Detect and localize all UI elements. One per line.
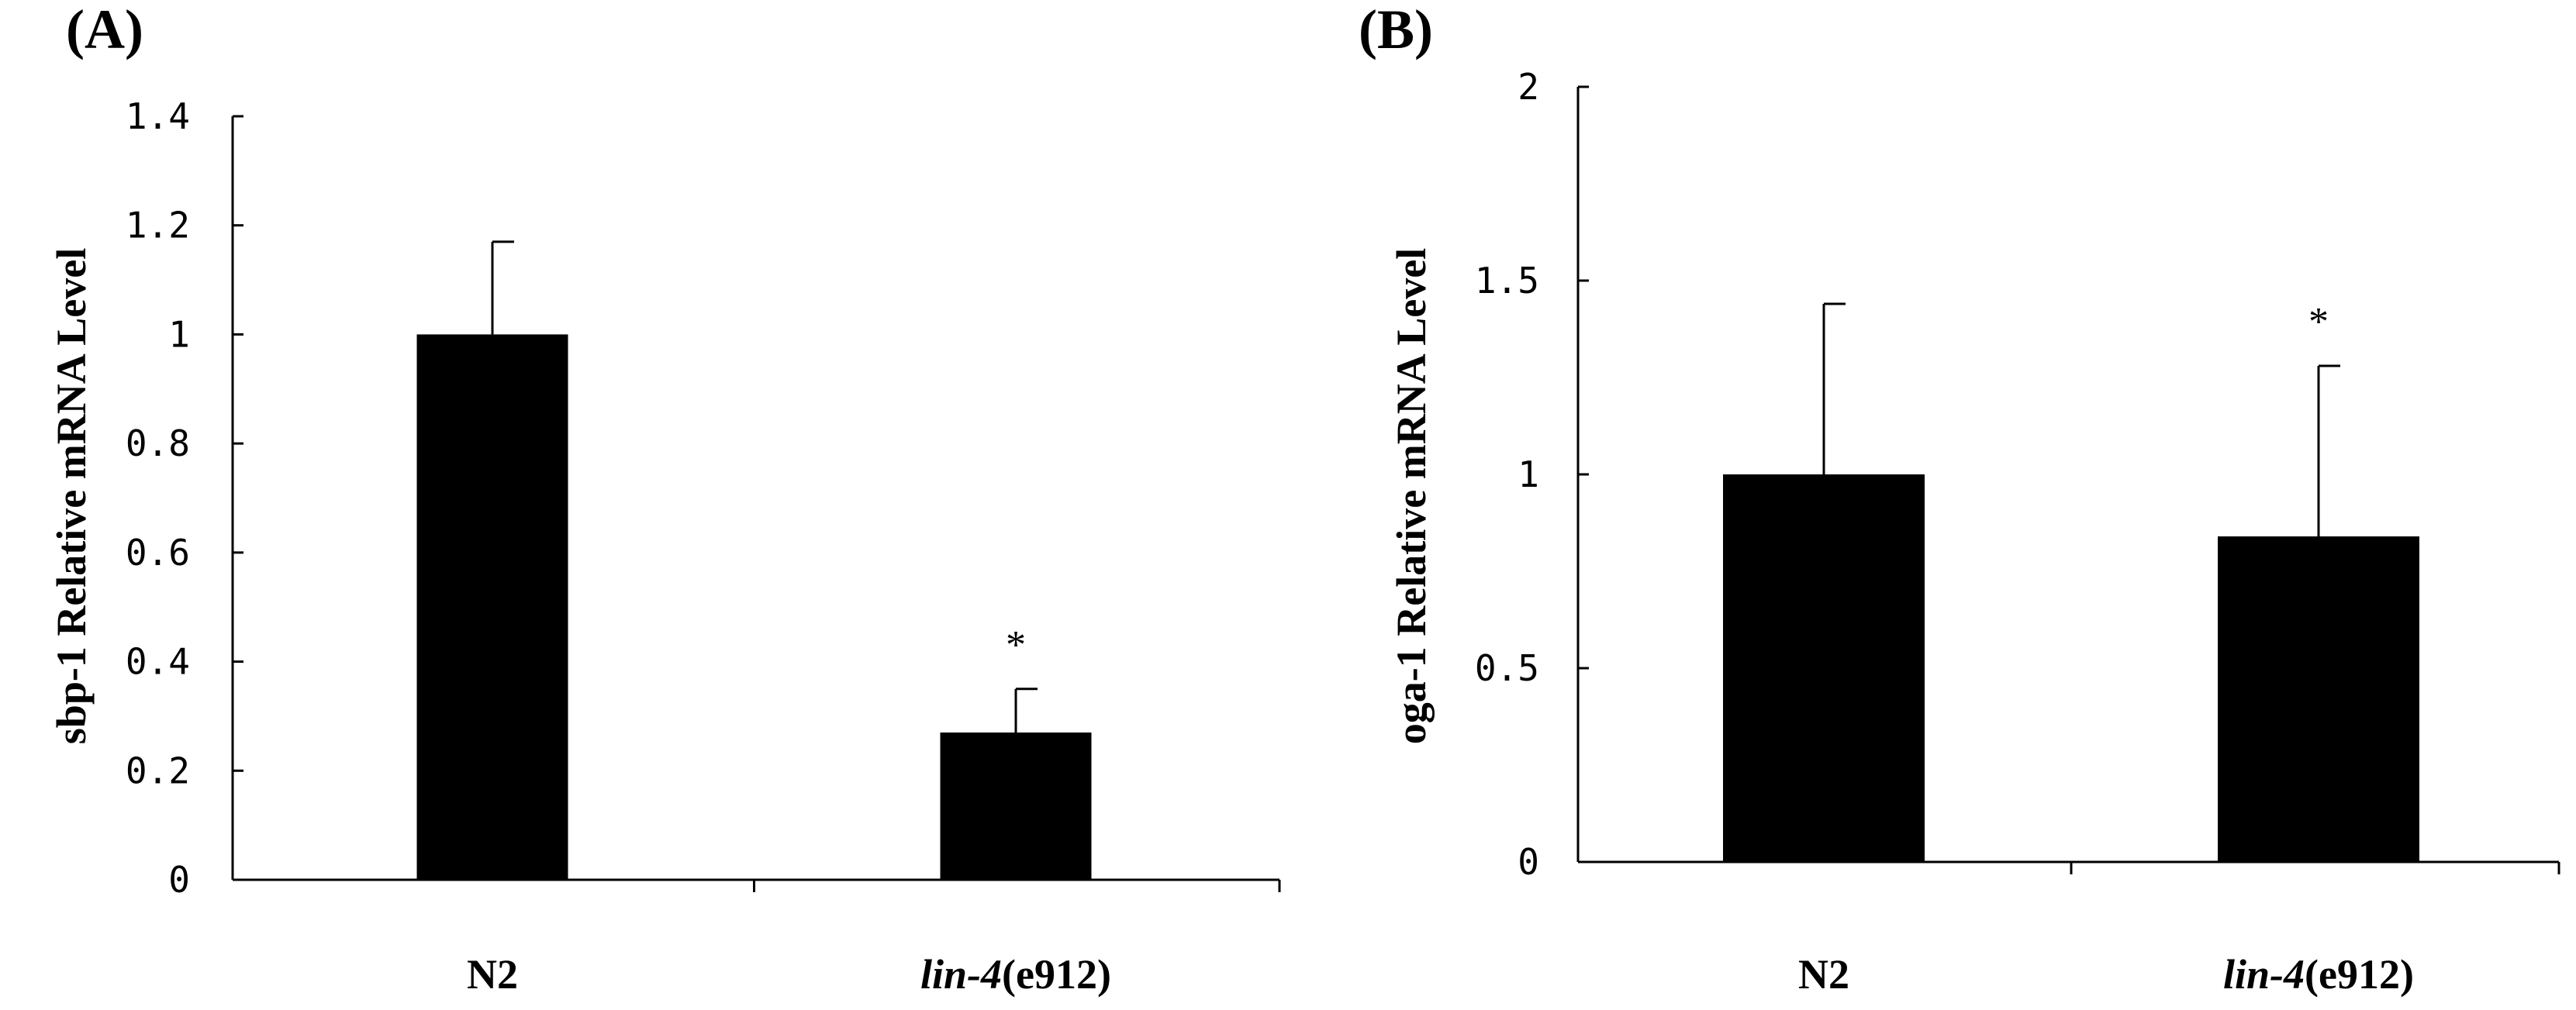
y-tick-label: 0.8 <box>126 422 190 464</box>
category-label: lin-4(e912) <box>920 951 1111 998</box>
panel-b-chart: (B) oga-1 Relative mRNA Level 0 0.5 1 1.5 2 N2 *… <box>1359 0 2560 998</box>
y-tick-label: 1.4 <box>126 95 190 137</box>
category-label: N2 <box>467 951 518 998</box>
y-tick-label: 0.4 <box>126 641 190 683</box>
y-tick-label: 2 <box>1518 66 1539 108</box>
y-tick-label: 0.6 <box>126 532 190 574</box>
bar <box>416 334 568 880</box>
y-axis-title: oga-1 Relative mRNA Level <box>1388 248 1435 744</box>
category-label-italic: lin-4 <box>2223 951 2305 998</box>
y-tick-label: 1.5 <box>1475 260 1539 302</box>
significance-mark: * <box>2308 300 2329 344</box>
category-label-text: N2 <box>467 951 518 998</box>
y-tick-label: 1.2 <box>126 205 190 246</box>
panel-a-chart: (A) sbp-1 Relative mRNA Level 0 0.2 0.4 0.6 0.… <box>48 0 1281 998</box>
bar <box>2218 536 2419 862</box>
y-tick-label: 1 <box>168 313 190 355</box>
category-label-italic: lin-4 <box>920 951 1002 998</box>
category-label: N2 <box>1798 951 1849 998</box>
panel-label: (B) <box>1359 0 1433 60</box>
bar <box>940 733 1092 880</box>
panel-label: (A) <box>66 0 143 60</box>
y-tick-label: 0.2 <box>126 750 190 791</box>
y-tick-label: 0 <box>1518 841 1539 883</box>
bar <box>1723 474 1925 862</box>
y-axis-title: sbp-1 Relative mRNA Level <box>48 248 95 744</box>
y-tick-label: 1 <box>1518 453 1539 495</box>
y-tick-label: 0 <box>168 859 190 901</box>
significance-mark: * <box>1006 623 1026 667</box>
category-label: lin-4(e912) <box>2223 951 2414 998</box>
category-label-text: (e912) <box>1002 951 1111 998</box>
y-tick-label: 0.5 <box>1475 647 1539 689</box>
category-label-text: (e912) <box>2305 951 2414 998</box>
category-label-text: N2 <box>1798 951 1849 998</box>
